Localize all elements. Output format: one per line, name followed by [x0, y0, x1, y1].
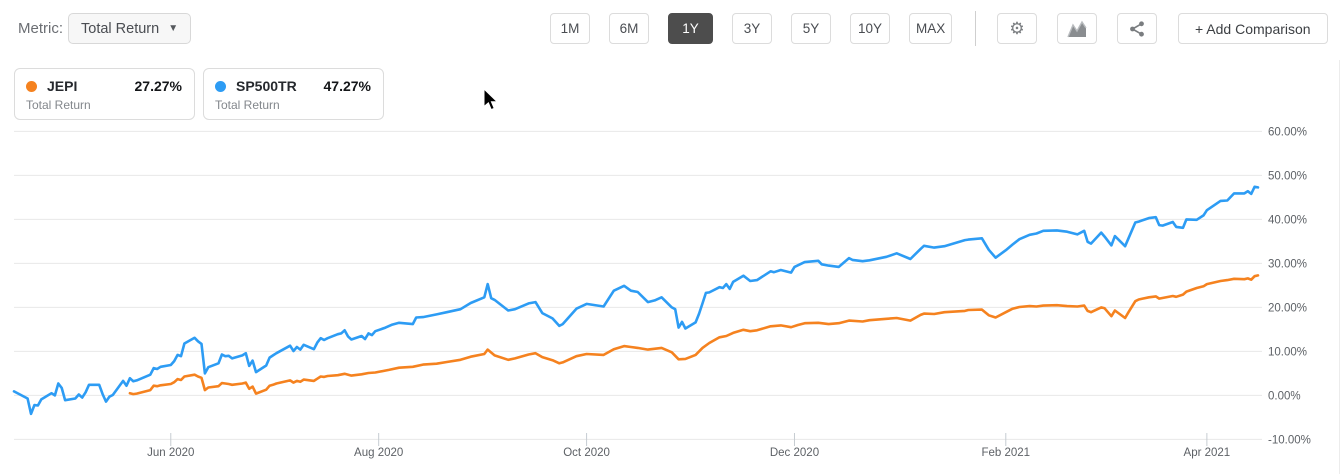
range-button-10y[interactable]: 10Y: [850, 13, 890, 44]
x-axis-tick-label: Aug 2020: [354, 447, 403, 459]
right-edge-border: [1339, 60, 1340, 474]
x-axis-tick-label: Jun 2020: [147, 447, 194, 459]
series-line-jepi[interactable]: [128, 274, 1260, 396]
settings-button[interactable]: ⚙: [997, 13, 1037, 44]
series-line-sp500tr[interactable]: [12, 185, 1260, 416]
x-axis-tick-label: Apr 2021: [1184, 447, 1231, 459]
add-comparison-button[interactable]: + Add Comparison: [1178, 13, 1328, 44]
metric-dropdown-value: Total Return: [81, 20, 160, 37]
x-axis-tick-label: Dec 2020: [770, 447, 819, 459]
series-ticker: SP500TR: [236, 78, 297, 94]
legend: JEPI 27.27% Total Return SP500TR 47.27% …: [14, 68, 384, 120]
chevron-down-icon: ▼: [168, 23, 179, 34]
range-button-6m[interactable]: 6M: [609, 13, 649, 44]
series-dot-sp500tr: [215, 80, 226, 92]
legend-card-sp500tr[interactable]: SP500TR 47.27% Total Return: [203, 68, 384, 120]
y-axis-tick-label: 30.00%: [1268, 258, 1307, 270]
series-dot-jepi: [26, 80, 37, 92]
y-axis-tick-label: -10.00%: [1268, 434, 1311, 446]
range-button-5y[interactable]: 5Y: [791, 13, 831, 44]
range-button-1y[interactable]: 1Y: [668, 13, 713, 44]
chart-tools: ⚙: [997, 13, 1157, 44]
range-button-group: 1M 6M 1Y 3Y 5Y 10Y MAX: [550, 13, 953, 44]
y-axis-tick-label: 20.00%: [1268, 302, 1307, 314]
x-axis-tick-label: Feb 2021: [981, 447, 1030, 459]
series-ticker: JEPI: [47, 78, 78, 94]
y-axis-tick-label: 60.00%: [1268, 126, 1307, 138]
toolbar-divider: [975, 11, 976, 46]
chart-style-button[interactable]: [1057, 13, 1097, 44]
share-button[interactable]: [1117, 13, 1157, 44]
y-axis-tick-label: 40.00%: [1268, 214, 1307, 226]
gear-icon: ⚙: [1009, 19, 1025, 38]
series-metric-label: Total Return: [26, 98, 91, 112]
y-axis-tick-label: 10.00%: [1268, 346, 1307, 358]
range-button-1m[interactable]: 1M: [550, 13, 590, 44]
metric-label: Metric:: [18, 20, 63, 37]
legend-card-jepi[interactable]: JEPI 27.27% Total Return: [14, 68, 195, 120]
x-axis-tick-label: Oct 2020: [563, 447, 610, 459]
range-button-max[interactable]: MAX: [909, 13, 953, 44]
share-icon: [1130, 20, 1144, 37]
y-axis-tick-label: 50.00%: [1268, 170, 1307, 182]
range-button-3y[interactable]: 3Y: [732, 13, 772, 44]
series-value: 27.27%: [134, 78, 182, 94]
series-metric-label: Total Return: [215, 98, 280, 112]
area-chart-icon: [1067, 20, 1087, 37]
y-axis-tick-label: 0.00%: [1268, 390, 1301, 402]
metric-dropdown[interactable]: Total Return ▼: [68, 13, 192, 44]
series-value: 47.27%: [323, 78, 371, 94]
